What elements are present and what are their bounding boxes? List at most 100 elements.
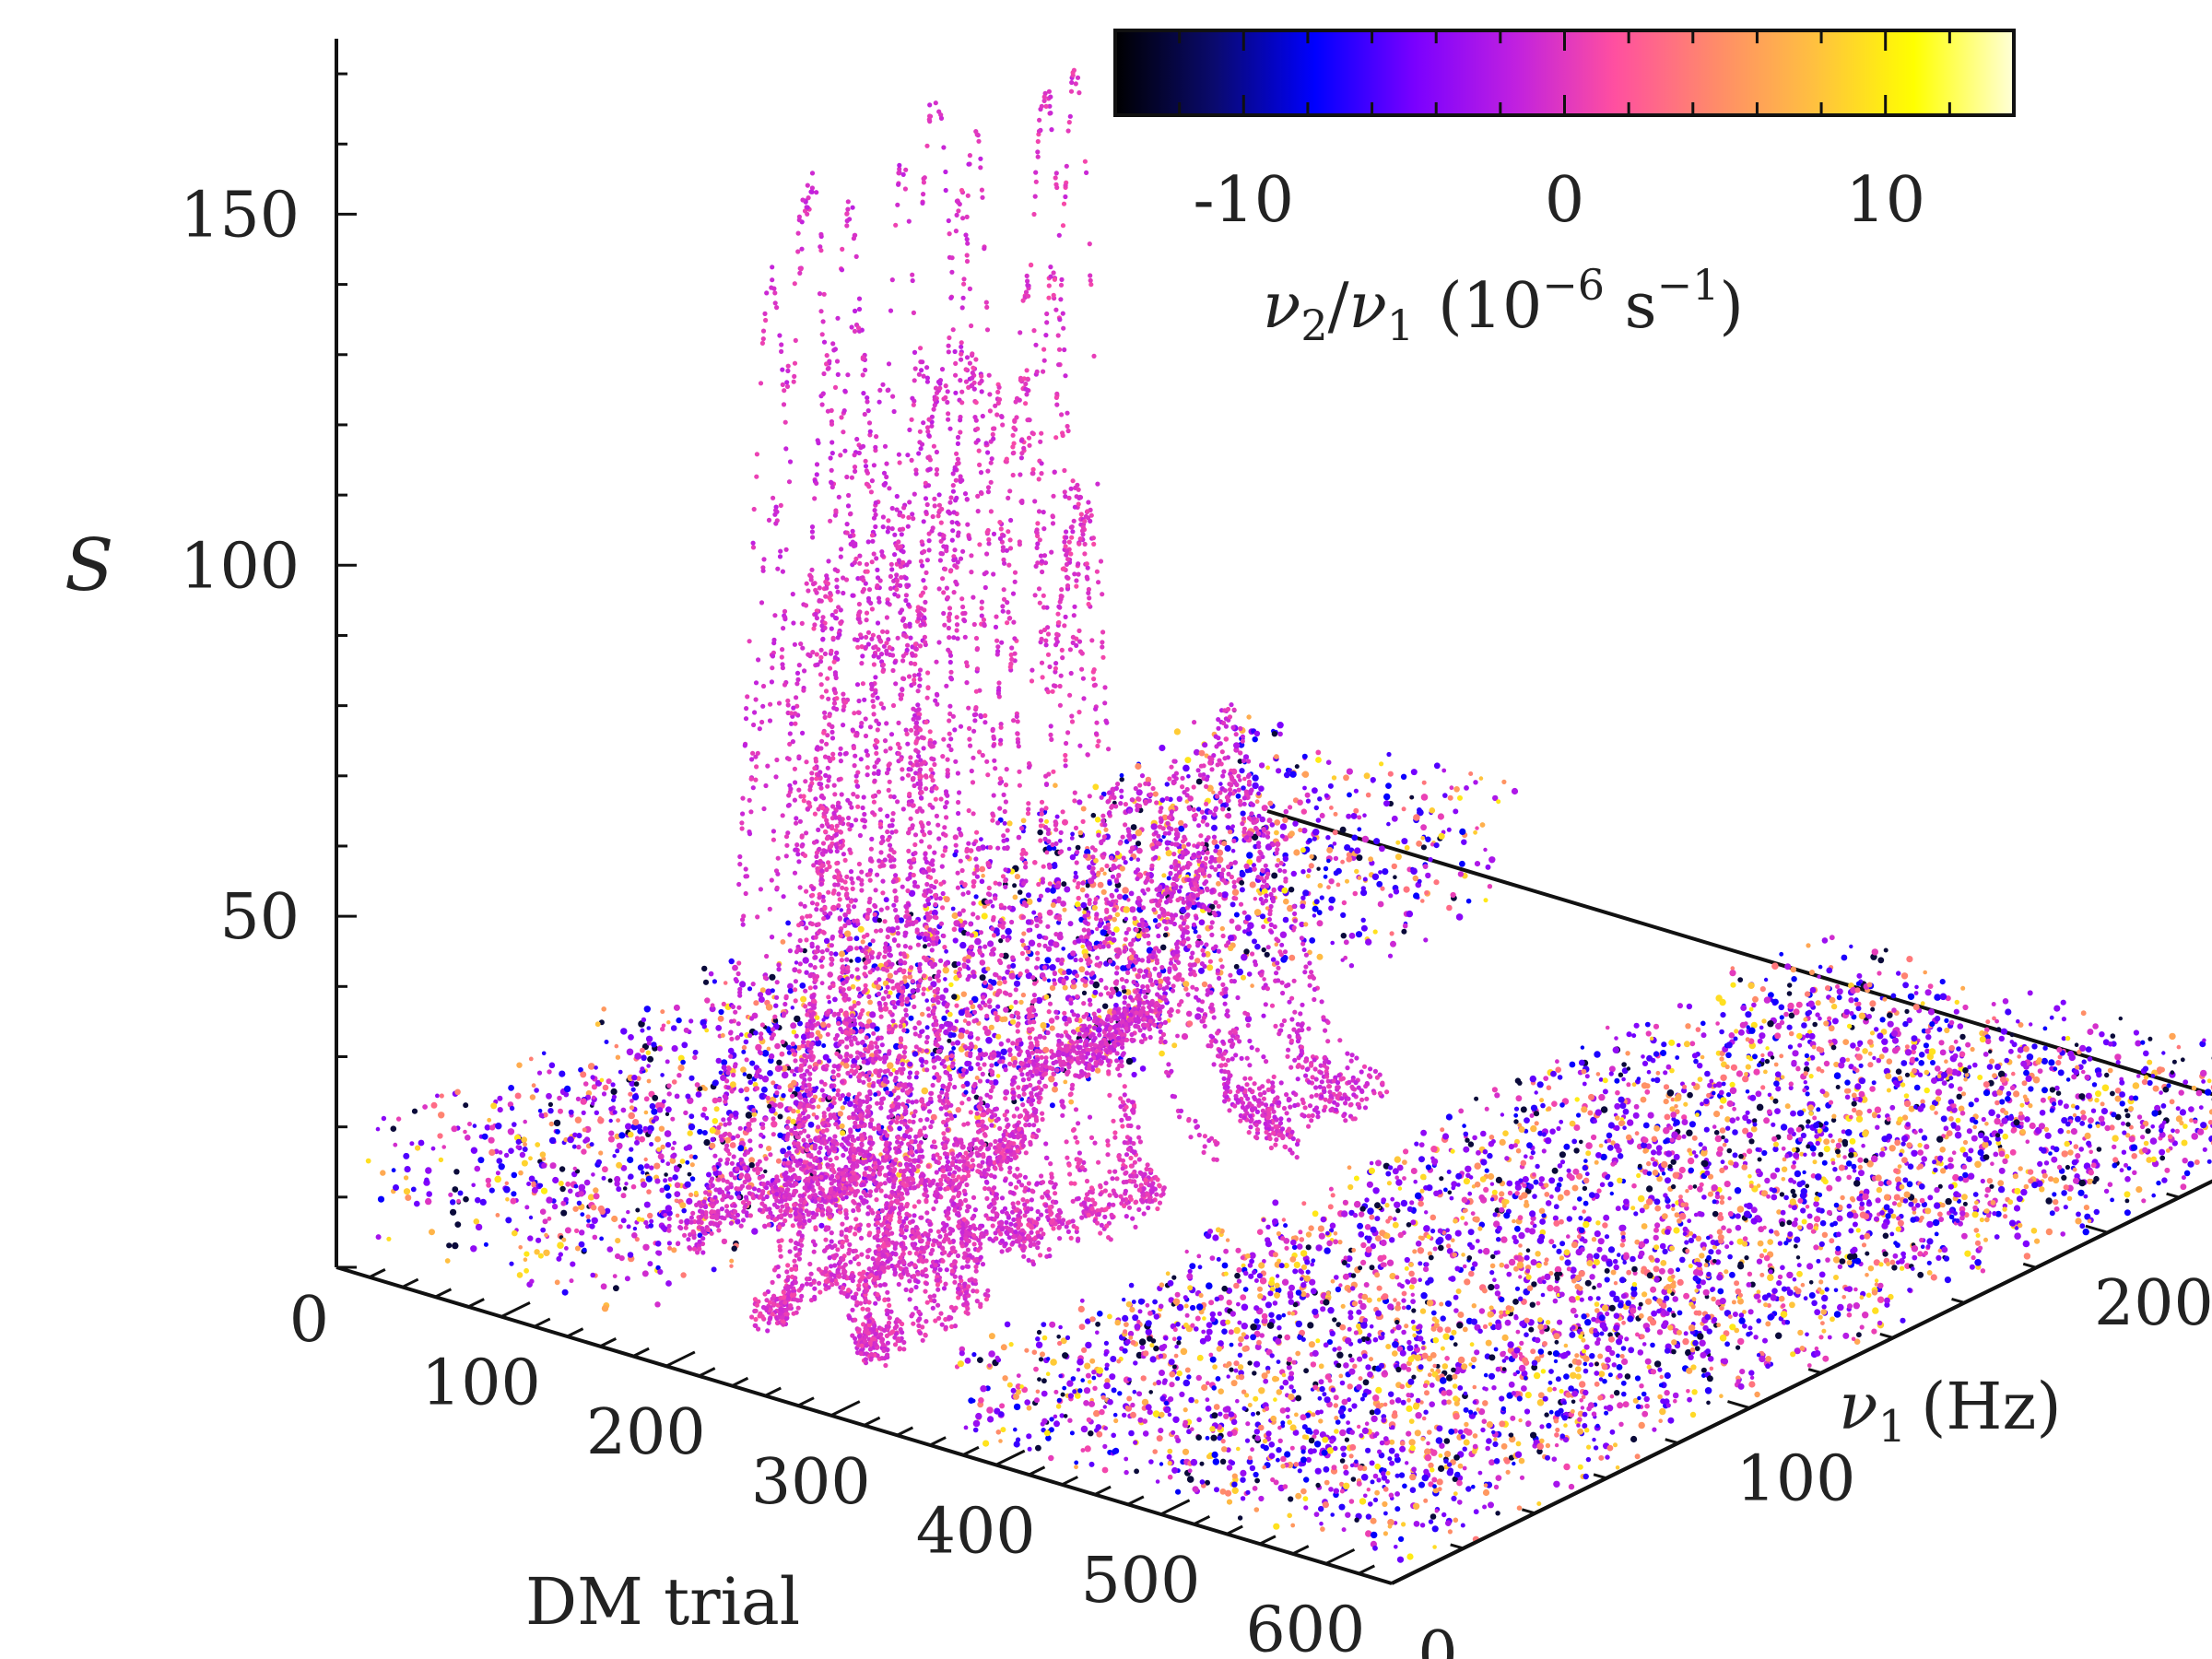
signal-point xyxy=(852,328,858,334)
noise-point xyxy=(1422,864,1429,869)
signal-point xyxy=(874,928,879,934)
signal-point xyxy=(781,626,786,631)
noise-point xyxy=(1331,775,1337,781)
noise-point xyxy=(761,1050,770,1057)
noise-point xyxy=(1379,761,1384,767)
noise-point xyxy=(958,1032,965,1040)
signal-point xyxy=(987,1236,993,1241)
noise-point xyxy=(637,1164,644,1171)
noise-point xyxy=(1050,887,1056,894)
noise-point xyxy=(640,1028,645,1033)
signal-point xyxy=(1012,1172,1018,1178)
noise-point xyxy=(1380,886,1385,891)
signal-point xyxy=(782,388,787,394)
signal-point xyxy=(748,809,754,815)
signal-point xyxy=(720,1197,725,1203)
noise-point xyxy=(1165,846,1170,852)
noise-point xyxy=(1406,910,1414,918)
noise-point xyxy=(1119,865,1125,872)
signal-point xyxy=(818,231,824,237)
signal-point xyxy=(941,1286,947,1291)
noise-point xyxy=(1125,1057,1134,1065)
noise-point xyxy=(1159,1050,1165,1057)
signal-point xyxy=(899,1275,904,1280)
noise-point xyxy=(559,1166,566,1172)
signal-point xyxy=(937,1234,943,1240)
signal-point xyxy=(935,1241,942,1247)
signal-point xyxy=(891,937,898,943)
noise-point xyxy=(1242,929,1247,935)
noise-point xyxy=(425,1197,432,1206)
signal-point xyxy=(884,461,889,466)
signal-point xyxy=(875,567,880,573)
noise-point xyxy=(688,1192,694,1197)
signal-point xyxy=(855,986,862,992)
signal-point xyxy=(762,311,768,316)
noise-point xyxy=(627,1156,634,1164)
noise-point xyxy=(618,1069,623,1075)
signal-point xyxy=(889,979,895,984)
signal-point xyxy=(728,1113,734,1119)
signal-point xyxy=(794,670,801,677)
signal-point xyxy=(886,1265,891,1270)
noise-point xyxy=(943,977,947,982)
noise-point xyxy=(1227,829,1233,835)
signal-point xyxy=(936,640,942,645)
noise-point xyxy=(1346,852,1352,858)
signal-point xyxy=(862,697,867,702)
signal-point xyxy=(835,1092,841,1098)
signal-point xyxy=(742,1165,747,1171)
signal-point xyxy=(760,703,766,709)
signal-point xyxy=(838,554,843,559)
signal-point xyxy=(855,783,861,789)
signal-point xyxy=(869,606,876,612)
signal-point xyxy=(912,1263,918,1268)
noise-point xyxy=(674,1198,678,1203)
signal-point xyxy=(759,1191,765,1196)
noise-point xyxy=(1326,858,1331,864)
signal-point xyxy=(691,1235,697,1241)
noise-point xyxy=(1159,944,1167,951)
signal-point xyxy=(805,205,810,210)
noise-point xyxy=(1300,895,1306,900)
signal-point xyxy=(871,515,877,521)
noise-point xyxy=(1352,890,1359,897)
noise-point xyxy=(377,1195,385,1203)
signal-point xyxy=(832,512,839,518)
noise-point xyxy=(539,1151,547,1158)
noise-point xyxy=(1061,947,1065,951)
signal-point xyxy=(724,1208,730,1214)
noise-point xyxy=(628,1112,635,1120)
noise-point xyxy=(463,1129,467,1135)
signal-point xyxy=(771,495,776,500)
signal-point xyxy=(728,1171,734,1176)
noise-point xyxy=(1193,748,1200,756)
signal-point xyxy=(749,757,755,762)
signal-point xyxy=(869,949,876,955)
signal-point xyxy=(850,1064,855,1069)
noise-point xyxy=(1179,885,1183,889)
signal-point xyxy=(855,710,862,715)
noise-point xyxy=(970,1004,976,1010)
noise-point xyxy=(651,1119,656,1124)
signal-point xyxy=(924,1199,929,1205)
signal-point xyxy=(910,277,915,284)
noise-point xyxy=(593,1187,599,1194)
noise-point xyxy=(718,1070,724,1076)
noise-point xyxy=(646,1189,652,1194)
signal-point xyxy=(818,309,824,314)
signal-point xyxy=(845,372,851,378)
noise-point xyxy=(1233,963,1240,970)
noise-point xyxy=(753,1000,759,1006)
signal-point xyxy=(856,306,863,312)
signal-point xyxy=(971,621,977,628)
noise-point xyxy=(618,1132,626,1139)
noise-point xyxy=(663,1213,667,1218)
noise-point xyxy=(1216,849,1224,856)
noise-point xyxy=(611,1215,618,1223)
signal-point xyxy=(771,1027,776,1032)
noise-point xyxy=(688,1075,695,1081)
signal-point xyxy=(829,1239,834,1244)
noise-point xyxy=(763,1169,768,1174)
noise-point xyxy=(1182,764,1190,772)
